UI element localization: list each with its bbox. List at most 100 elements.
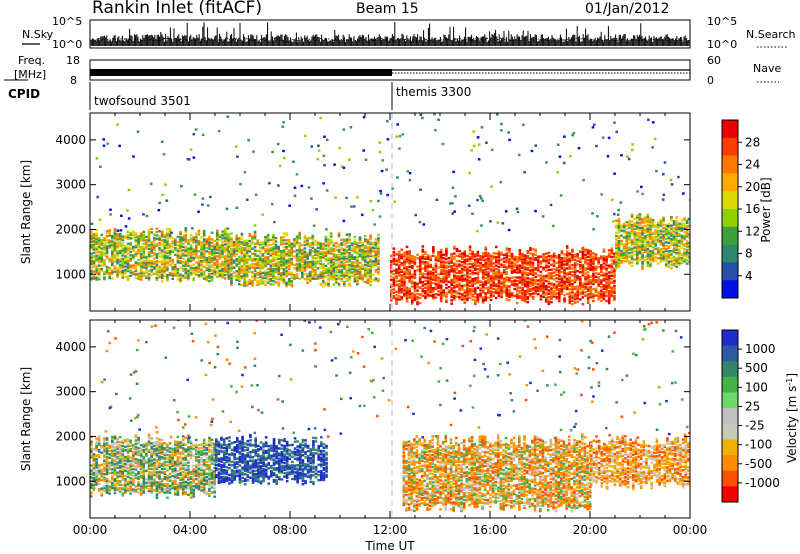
power-echo-cell (613, 172, 616, 175)
power-echo-cell (664, 225, 668, 229)
power-echo-cell (432, 268, 435, 271)
power-echo-cell (594, 289, 598, 292)
power-echo-cell (605, 284, 608, 287)
power-echo-cell (200, 270, 203, 273)
power-echo-cell (439, 284, 443, 287)
power-echo-cell (293, 245, 296, 248)
power-echo-cell (439, 250, 443, 253)
power-echo-cell (290, 252, 294, 256)
power-echo-cell (508, 258, 511, 261)
power-echo-cell (659, 220, 663, 224)
power-echo-cell (343, 238, 346, 241)
power-echo-cell (403, 260, 406, 263)
power-echo-cell (657, 248, 660, 252)
power-echo-cell (589, 268, 593, 272)
power-echo-cell (487, 259, 490, 262)
power-echo-cell (508, 264, 511, 268)
power-echo-cell (171, 265, 174, 269)
power-echo-cell (358, 249, 362, 253)
power-echo-cell (560, 277, 564, 280)
power-echo-cell (547, 255, 551, 258)
power-echo-cell (311, 265, 315, 268)
power-echo-cell (432, 275, 435, 278)
power-echo-cell (245, 271, 249, 275)
power-echo-cell (208, 257, 211, 261)
power-echo-cell (424, 276, 427, 279)
power-echo-cell (400, 277, 404, 280)
power-echo-cell (287, 245, 291, 249)
power-echo-cell (287, 278, 291, 281)
power-echo-cell (453, 271, 456, 274)
power-echo-cell (447, 260, 451, 263)
power-echo-cell (526, 249, 530, 253)
power-echo-cell (403, 265, 406, 268)
power-echo-cell (664, 248, 668, 251)
power-echo-cell (424, 269, 427, 272)
power-echo-cell (552, 295, 556, 298)
power-echo-cell (529, 257, 532, 260)
power-echo-cell (579, 298, 582, 301)
power-echo-cell (184, 271, 188, 274)
power-echo-cell (277, 184, 280, 187)
power-echo-cell (333, 163, 336, 166)
power-echo-cell (667, 260, 671, 263)
power-echo-cell (437, 290, 440, 293)
power-echo-cell (163, 242, 167, 245)
power-echo-cell (108, 258, 111, 261)
power-echo-cell (111, 255, 114, 258)
power-echo-cell (158, 267, 161, 270)
power-echo-cell (266, 257, 270, 261)
power-echo-cell (171, 269, 174, 272)
power-echo-cell (145, 259, 148, 262)
power-echo-cell (134, 232, 138, 235)
power-echo-cell (576, 292, 579, 295)
power-echo-cell (445, 278, 448, 281)
power-echo-cell (592, 252, 595, 255)
power-echo-cell (460, 279, 464, 283)
power-echo-cell (181, 242, 185, 245)
power-echo-cell (610, 249, 614, 252)
power-echo-cell (92, 263, 96, 267)
power-echo-cell (369, 200, 373, 203)
power-echo-cell (458, 275, 461, 278)
power-echo-cell (287, 266, 291, 269)
power-echo-cell (586, 270, 590, 274)
power-echo-cell (303, 277, 307, 281)
power-echo-cell (256, 264, 259, 268)
power-echo-cell (628, 251, 631, 255)
power-echo-cell (597, 293, 600, 296)
power-echo-cell (221, 272, 224, 276)
power-echo-cell (210, 238, 214, 241)
power-echo-cell (571, 289, 574, 292)
power-echo-cell (350, 271, 354, 274)
power-echo-cell (523, 255, 527, 259)
power-echo-cell (600, 263, 603, 267)
power-echo-cell (442, 279, 446, 282)
power-echo-cell (641, 257, 644, 260)
power-echo-cell (216, 275, 219, 278)
power-echo-cell (646, 225, 650, 228)
power-echo-cell (343, 272, 346, 275)
power-echo-cell (516, 296, 519, 300)
power-echo-cell (200, 259, 203, 263)
power-echo-cell (563, 297, 566, 300)
power-echo-cell (437, 254, 440, 257)
power-echo-cell (613, 212, 616, 216)
power-echo-cell (314, 270, 317, 274)
power-echo-cell (602, 296, 606, 299)
power-echo-cell (508, 276, 511, 280)
power-echo-cell (586, 264, 590, 267)
power-echo-cell (187, 249, 190, 252)
power-echo-cell (550, 287, 553, 290)
power-echo-cell (364, 270, 367, 273)
power-echo-cell (92, 246, 96, 249)
power-echo-cell (481, 301, 485, 304)
power-echo-cell (526, 289, 530, 292)
power-echo-cell (253, 237, 257, 240)
power-echo-cell (392, 257, 396, 261)
power-echo-cell (285, 250, 288, 254)
power-echo-cell (597, 265, 600, 269)
power-echo-cell (243, 258, 246, 262)
power-echo-cell (529, 264, 532, 267)
power-echo-cell (345, 250, 349, 253)
